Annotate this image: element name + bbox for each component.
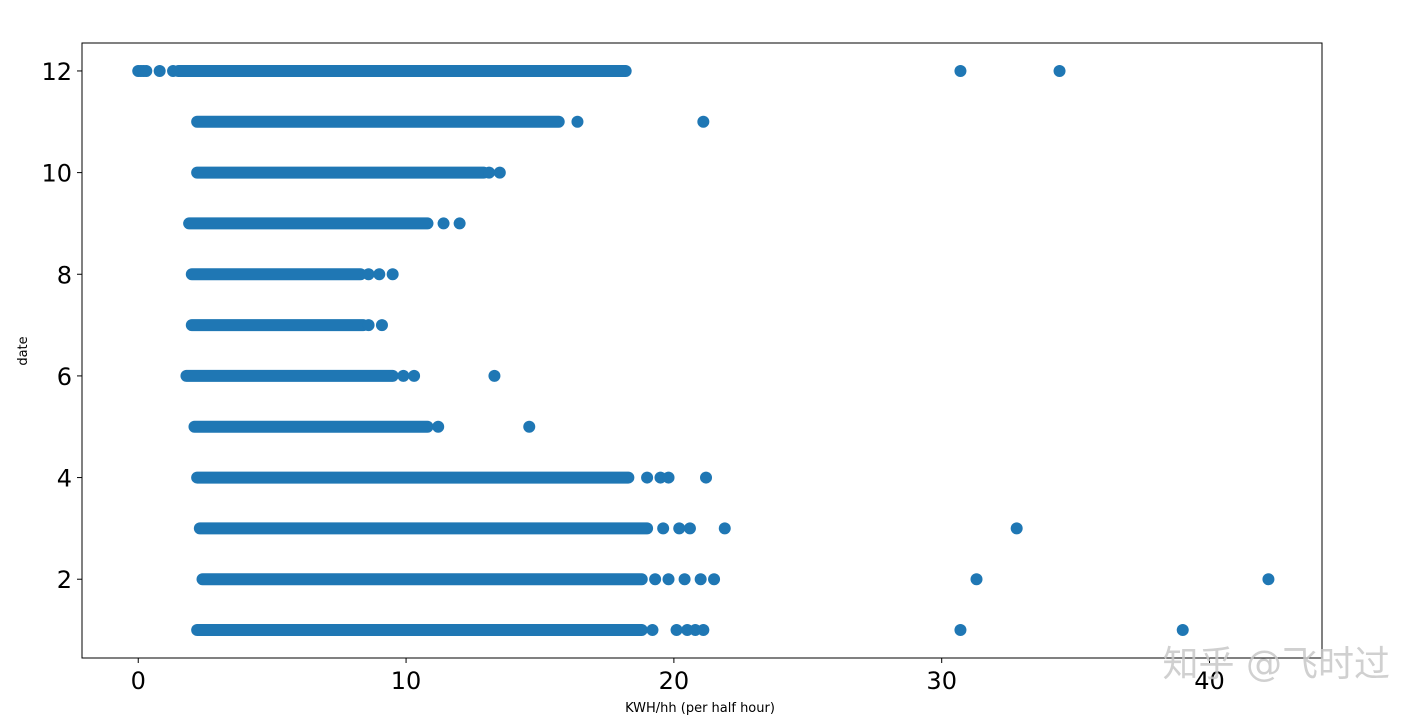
data-point-date-11-1 [697,115,710,128]
data-point-date-9-0 [437,217,450,230]
plot-area [81,42,1323,659]
data-point-date-3-4 [1010,522,1023,535]
data-point-date-10-0 [483,166,496,179]
data-point-date-7-1 [375,319,388,332]
data-point-date-6-2 [488,369,501,382]
x-tick-label-20: 20 [659,667,690,695]
data-point-date-11-0 [571,115,584,128]
data-point-date-2-0 [649,573,662,586]
data-point-date-1-6 [1176,624,1189,637]
data-points [132,64,1275,637]
data-point-date-1-5 [954,624,967,637]
data-point-date-6-1 [408,369,421,382]
y-axis-label: date [16,336,31,365]
y-tick-label-2: 2 [57,566,72,594]
data-point-date-1-1 [670,624,683,637]
data-point-date-8-0 [362,268,375,281]
x-tick-label-30: 30 [926,667,957,695]
y-tick-label-6: 6 [57,363,72,391]
data-point-date-4-3 [700,471,713,484]
dense-band-date-7 [185,319,370,332]
y-tick-label-8: 8 [57,261,72,289]
data-point-date-12-6 [954,64,967,77]
dense-band-date-4 [191,471,635,484]
data-point-date-5-0 [432,420,445,433]
data-point-date-12-4 [153,64,166,77]
watermark-text: 知乎 @飞时过 [1163,644,1390,685]
x-tick-label-10: 10 [391,667,422,695]
dense-band-date-2 [196,573,648,586]
x-axis-ticks: 0 10 20 30 40 [131,658,1225,695]
data-point-date-2-4 [708,573,721,586]
data-point-date-4-0 [641,471,654,484]
y-tick-label-12: 12 [41,58,72,86]
data-point-date-6-0 [397,369,410,382]
data-point-date-2-3 [694,573,707,586]
y-tick-label-10: 10 [41,160,72,188]
dense-band-date-10 [191,166,490,179]
dense-bands [172,64,654,637]
dense-band-date-5 [188,420,434,433]
dense-band-date-11 [191,115,565,128]
data-point-date-10-1 [493,166,506,179]
data-point-date-2-1 [662,573,675,586]
dense-band-date-6 [180,369,399,382]
dense-band-date-1 [191,624,648,637]
dense-band-date-12 [172,64,632,77]
data-point-date-3-3 [718,522,731,535]
dense-band-date-3 [193,522,654,535]
data-point-date-12-7 [1053,64,1066,77]
data-point-date-5-1 [523,420,536,433]
x-axis-label: KWH/hh (per half hour) [625,701,775,716]
data-point-date-1-4 [697,624,710,637]
data-point-date-12-5 [167,64,180,77]
data-point-date-3-1 [673,522,686,535]
x-tick-label-40: 40 [1194,667,1225,695]
data-point-date-12-3 [140,64,153,77]
data-point-date-2-2 [678,573,691,586]
dense-band-date-8 [185,268,367,281]
data-point-date-1-0 [646,624,659,637]
dense-band-date-9 [183,217,434,230]
y-tick-label-4: 4 [57,465,72,493]
data-point-date-2-6 [1262,573,1275,586]
data-point-date-9-1 [453,217,466,230]
data-point-date-7-0 [362,319,375,332]
x-tick-label-0: 0 [131,667,146,695]
data-point-date-4-2 [662,471,675,484]
data-point-date-3-0 [657,522,670,535]
data-point-date-2-5 [970,573,983,586]
data-point-date-8-2 [386,268,399,281]
data-point-date-8-1 [373,268,386,281]
y-axis-ticks: 2 4 6 8 10 12 [41,58,82,594]
data-point-date-3-2 [683,522,696,535]
